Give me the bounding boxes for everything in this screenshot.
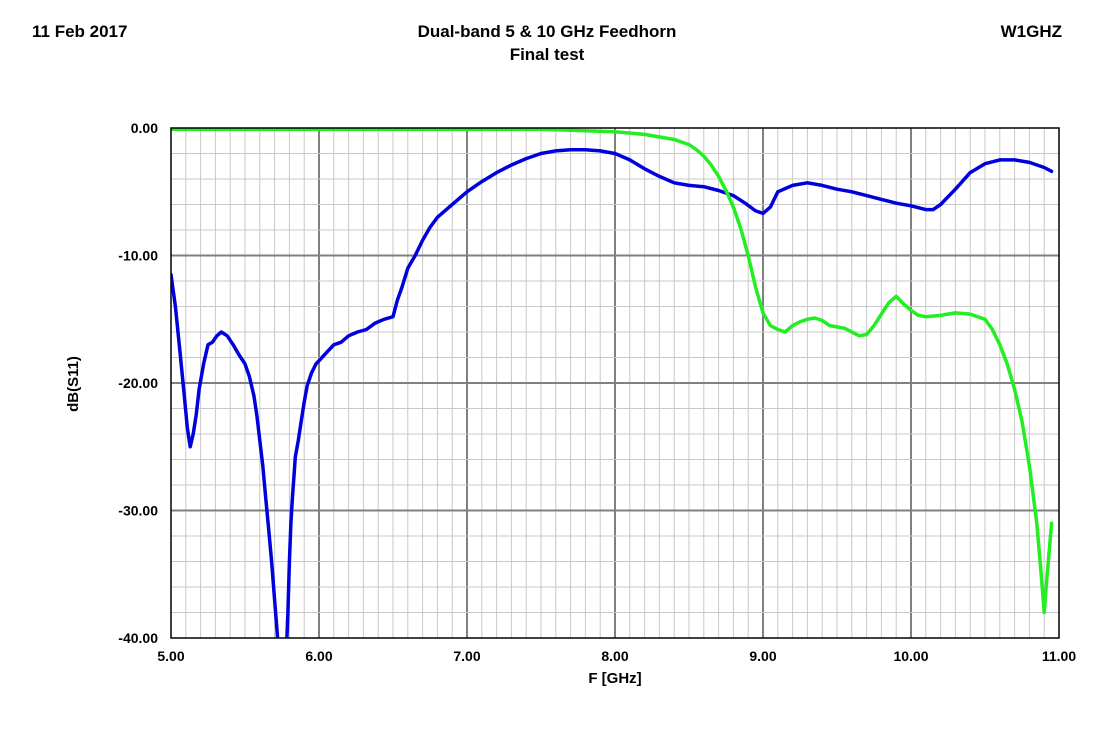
y-tick-label: -10.00 — [118, 248, 158, 264]
y-tick-label: 0.00 — [131, 120, 158, 136]
tick-labels: 5.00 6.00 7.00 8.00 9.00 10.00 11.00 0.00 -10.00… — [118, 120, 1076, 664]
x-tick-label: 7.00 — [453, 648, 480, 664]
series-blue-line — [171, 147, 1054, 638]
y-tick-label: -20.00 — [118, 375, 158, 391]
x-tick-label: 10.00 — [893, 648, 928, 664]
plot-grid — [171, 128, 1059, 638]
x-tick-label: 11.00 — [1042, 648, 1076, 664]
y-tick-label: -40.00 — [118, 630, 158, 646]
y-tick-label: -30.00 — [118, 503, 158, 519]
x-tick-label: 8.00 — [601, 648, 628, 664]
series-green-line — [171, 128, 1054, 615]
y-axis-label: dB(S11) — [65, 356, 82, 412]
x-axis-label: F [GHz] — [588, 670, 641, 687]
x-tick-label: 9.00 — [749, 648, 776, 664]
x-tick-label: 6.00 — [305, 648, 332, 664]
callsign-label: W1GHZ — [1001, 22, 1062, 41]
plot-frame — [170, 127, 1060, 639]
series-layer — [171, 128, 1054, 638]
date-label: 11 Feb 2017 — [32, 22, 127, 41]
chart-title: Dual-band 5 & 10 GHz Feedhorn — [418, 22, 677, 41]
chart-subtitle: Final test — [510, 45, 585, 64]
x-tick-label: 5.00 — [157, 648, 184, 664]
